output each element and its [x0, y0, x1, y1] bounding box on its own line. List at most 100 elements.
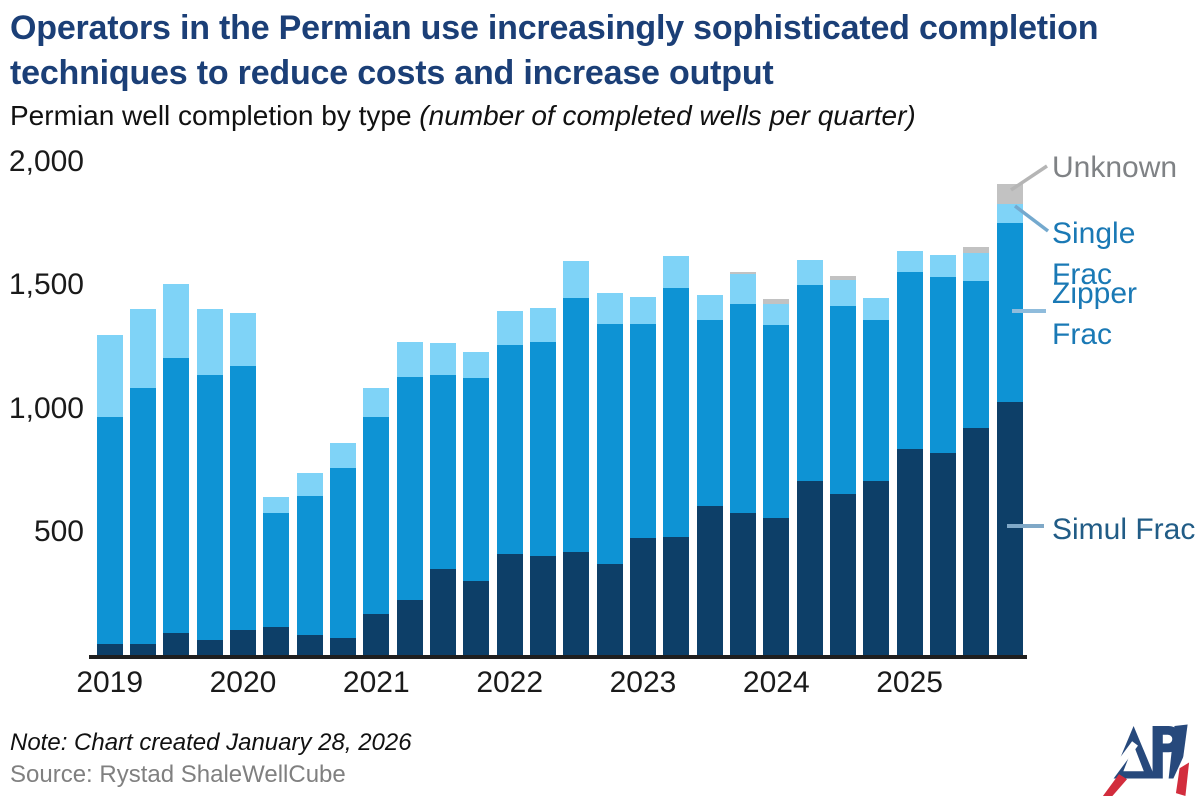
- segment-simul-frac: [930, 452, 956, 655]
- segment-simul-frac: [230, 630, 256, 655]
- bar-2022-q1: [496, 311, 523, 655]
- logo-red-swoosh-right: [1175, 762, 1190, 797]
- segment-simul-frac: [596, 563, 623, 655]
- segment-zipper-frac: [163, 358, 190, 633]
- bar-2023-q1: [630, 296, 656, 655]
- bar-2023-q3: [696, 295, 723, 655]
- subtitle-plain: Permian well completion by type: [10, 100, 420, 131]
- x-tick-2021: 2021: [342, 666, 410, 699]
- segment-single-frac: [296, 472, 323, 497]
- segment-simul-frac: [530, 556, 556, 655]
- chart-note: Note: Chart created January 28, 2026: [10, 729, 412, 756]
- bar-2022-q3: [563, 260, 590, 655]
- logo-red-swoosh-left: [1102, 774, 1128, 797]
- segment-zipper-frac: [930, 276, 956, 453]
- segment-simul-frac: [630, 538, 656, 655]
- y-tick-1500: 1,500: [8, 268, 84, 302]
- bar-2021-q1: [363, 387, 390, 655]
- segment-zipper-frac: [796, 285, 823, 482]
- y-tick-500: 500: [33, 514, 84, 548]
- segment-unknown: [830, 275, 856, 281]
- bar-2020-q4: [330, 443, 356, 655]
- segment-simul-frac: [296, 635, 323, 655]
- y-tick-1000: 1,000: [8, 391, 84, 425]
- segment-simul-frac: [396, 599, 423, 655]
- bar-2024-q4: [863, 297, 890, 655]
- segment-zipper-frac: [996, 222, 1023, 403]
- segment-zipper-frac: [196, 375, 223, 641]
- segment-simul-frac: [696, 505, 723, 655]
- bar-2019-q1: [96, 334, 123, 655]
- segment-simul-frac: [796, 481, 823, 655]
- legend-simul-frac: Simul Frac: [1052, 513, 1196, 546]
- segment-zipper-frac: [730, 303, 756, 514]
- segment-unknown: [763, 299, 790, 304]
- segment-zipper-frac: [296, 496, 323, 636]
- segment-zipper-frac: [563, 297, 590, 552]
- segment-zipper-frac: [896, 271, 923, 450]
- segment-zipper-frac: [696, 319, 723, 506]
- segment-simul-frac: [430, 568, 456, 655]
- bar-2022-q2: [530, 307, 556, 655]
- x-tick-2025: 2025: [876, 666, 943, 699]
- bar-2024-q2: [796, 259, 823, 655]
- segment-simul-frac: [763, 518, 790, 655]
- segment-single-frac: [730, 274, 756, 304]
- legend-zipper-frac: Zipper Frac: [1052, 277, 1138, 351]
- x-tick-2023: 2023: [609, 666, 677, 699]
- x-tick-2019: 2019: [76, 666, 144, 699]
- segment-simul-frac: [563, 551, 590, 655]
- bar-2021-q4: [463, 351, 490, 655]
- segment-single-frac: [696, 295, 723, 320]
- segment-single-frac: [230, 312, 256, 366]
- segment-single-frac: [496, 311, 523, 345]
- bar-2019-q4: [196, 308, 223, 655]
- segment-zipper-frac: [863, 319, 890, 482]
- segment-zipper-frac: [230, 365, 256, 631]
- chart-source: Source: Rystad ShaleWellCube: [10, 761, 346, 788]
- segment-single-frac: [463, 351, 490, 378]
- bar-2021-q2: [396, 342, 423, 655]
- segment-zipper-frac: [130, 387, 156, 644]
- segment-single-frac: [96, 334, 123, 418]
- segment-zipper-frac: [463, 377, 490, 582]
- segment-zipper-frac: [396, 376, 423, 600]
- segment-single-frac: [330, 443, 356, 468]
- legend-unknown: Unknown: [1052, 151, 1178, 184]
- segment-unknown: [730, 271, 756, 275]
- api-logo: [1100, 724, 1192, 797]
- logo-slash-left: [1100, 741, 1138, 791]
- segment-single-frac: [363, 387, 390, 418]
- segment-unknown: [996, 184, 1023, 205]
- segment-single-frac: [896, 251, 923, 272]
- segment-single-frac: [963, 253, 990, 281]
- segment-single-frac: [830, 280, 856, 307]
- segment-simul-frac: [363, 614, 390, 655]
- segment-single-frac: [863, 297, 890, 320]
- bar-2025-q1: [896, 251, 923, 655]
- segment-unknown: [963, 247, 990, 254]
- segment-zipper-frac: [430, 375, 456, 569]
- bar-2019-q2: [130, 308, 156, 655]
- logo-letter-a-counter: [1123, 744, 1144, 772]
- bar-2025-q3: [963, 247, 990, 655]
- bar-2024-q1: [763, 299, 790, 655]
- segment-single-frac: [563, 260, 590, 298]
- segment-single-frac: [796, 259, 823, 286]
- bar-2022-q4: [596, 292, 623, 655]
- bar-2020-q3: [296, 472, 323, 655]
- segment-zipper-frac: [663, 287, 690, 537]
- segment-single-frac: [530, 307, 556, 343]
- segment-simul-frac: [963, 428, 990, 655]
- bar-2019-q3: [163, 284, 190, 655]
- logo-letter-i: [1168, 724, 1188, 779]
- segment-simul-frac: [496, 553, 523, 655]
- bar-2020-q2: [263, 497, 290, 655]
- segment-zipper-frac: [963, 280, 990, 429]
- bar-2021-q3: [430, 343, 456, 655]
- segment-zipper-frac: [496, 344, 523, 554]
- segment-simul-frac: [330, 637, 356, 655]
- bar-2024-q3: [830, 275, 856, 655]
- segment-simul-frac: [830, 493, 856, 655]
- segment-single-frac: [663, 255, 690, 288]
